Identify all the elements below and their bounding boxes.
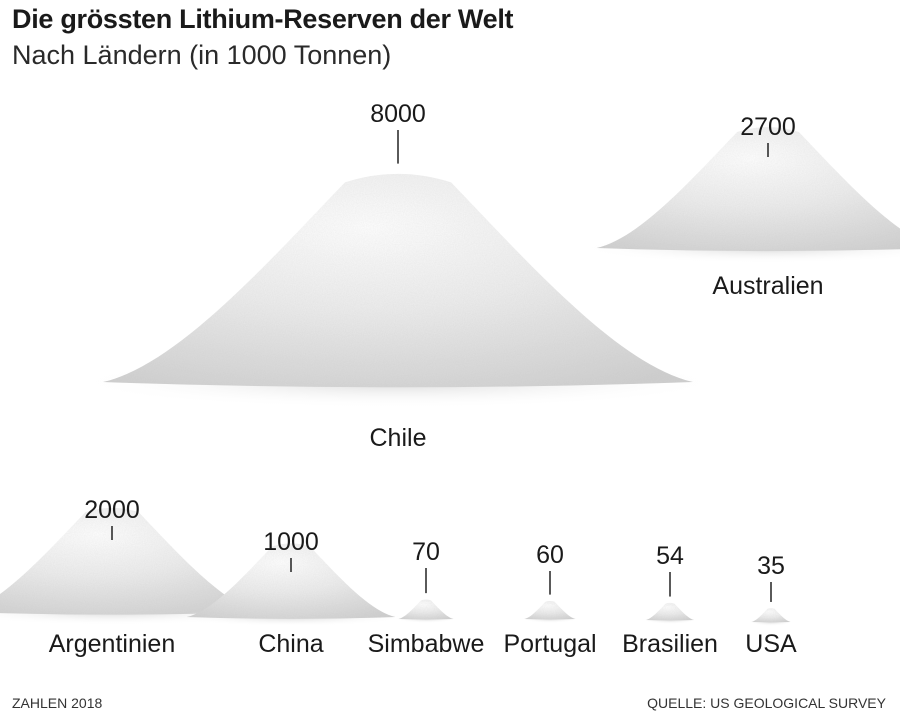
- value-label: 2700: [740, 113, 796, 141]
- category-label: China: [258, 630, 323, 658]
- pile-australien: [597, 127, 900, 251]
- category-label: Simbabwe: [368, 630, 485, 658]
- value-label: 35: [757, 552, 785, 580]
- footer-year: ZAHLEN 2018: [12, 695, 102, 711]
- category-label: Portugal: [503, 630, 596, 658]
- category-label: Argentinien: [49, 630, 175, 658]
- pile-chile: [103, 174, 693, 387]
- value-label: 1000: [263, 528, 319, 556]
- category-label: Chile: [370, 424, 427, 452]
- footer-source: QUELLE: US GEOLOGICAL SURVEY: [647, 695, 886, 711]
- pile-usa: [751, 608, 790, 622]
- category-label: Australien: [712, 272, 823, 300]
- category-label: Brasilien: [622, 630, 718, 658]
- pile-portugal: [524, 601, 575, 619]
- pile-brasilien: [646, 603, 694, 621]
- pile-simbabwe: [398, 600, 453, 620]
- value-label: 2000: [84, 496, 140, 524]
- category-label: USA: [745, 630, 797, 658]
- value-label: 8000: [370, 100, 426, 128]
- value-label: 54: [656, 542, 684, 570]
- value-label: 60: [536, 541, 564, 569]
- value-label: 70: [412, 538, 440, 566]
